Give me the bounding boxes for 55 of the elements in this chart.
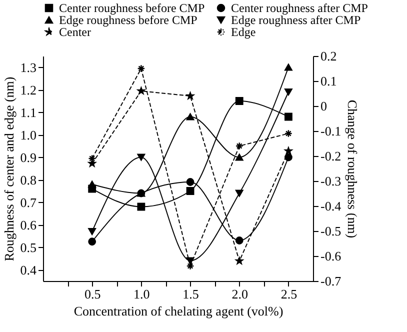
point — [88, 160, 96, 167]
point — [186, 178, 194, 186]
point — [137, 87, 145, 94]
point — [235, 190, 244, 197]
y2-tick-label: -0.3 — [320, 174, 342, 188]
y-tick-label: 1.2 — [20, 82, 36, 98]
legend-label: Center roughness before CMP — [59, 1, 205, 15]
x-tick-label: 1.0 — [134, 286, 150, 302]
y-tick-label: 0.9 — [20, 150, 36, 165]
y-tick-label: 0.7 — [20, 194, 37, 210]
point — [186, 113, 194, 120]
point — [186, 262, 194, 270]
y-axis-title: Roughness of center and edge (nm) — [1, 76, 16, 262]
point — [235, 97, 244, 105]
point — [88, 228, 96, 236]
point — [137, 154, 146, 161]
y-tick-label: 0.8 — [20, 172, 36, 188]
point — [137, 202, 146, 211]
y-tick-label: 0.6 — [20, 217, 37, 232]
y2-tick-label: -0.6 — [320, 248, 342, 264]
x-tick-label: 0.5 — [84, 286, 101, 302]
y2-tick-label: -0.2 — [320, 148, 342, 164]
y2-tick-label: -0.4 — [320, 198, 342, 214]
point — [137, 64, 146, 72]
point — [186, 187, 194, 195]
y-tick-label: 1.1 — [20, 104, 36, 120]
point — [284, 64, 292, 71]
y2-axis-title: Change of roughness (nm) — [345, 100, 360, 238]
point — [284, 130, 292, 138]
point — [284, 88, 292, 96]
point — [284, 147, 292, 154]
point — [284, 112, 292, 121]
point — [88, 154, 96, 162]
point — [88, 238, 96, 246]
y2-tick-label: 0.2 — [320, 48, 337, 64]
y2-tick-label: -0.7 — [320, 274, 342, 288]
y2-tick-label: 0.1 — [320, 74, 337, 88]
point — [235, 154, 244, 161]
y-tick-label: 1.0 — [20, 127, 36, 142]
y2-tick-label: -0.1 — [320, 124, 342, 138]
y-tick-label: 0.5 — [20, 240, 36, 255]
point — [235, 236, 244, 244]
x-axis-title: Concentration of chelating agent (vol%) — [74, 304, 284, 318]
point — [186, 92, 194, 100]
legend-label: Center roughness after CMP — [231, 1, 368, 15]
y2-tick-label: 0 — [320, 98, 327, 114]
point — [235, 142, 244, 150]
y-tick-label: 1.3 — [20, 60, 36, 75]
y-tick-label: 0.4 — [20, 262, 37, 278]
x-tick-label: 2.5 — [280, 286, 298, 302]
y2-tick-label: -0.5 — [320, 224, 342, 238]
point — [236, 257, 244, 264]
point — [88, 180, 96, 188]
x-tick-label: 1.5 — [182, 286, 199, 302]
x-tick-label: 2.0 — [232, 286, 248, 302]
